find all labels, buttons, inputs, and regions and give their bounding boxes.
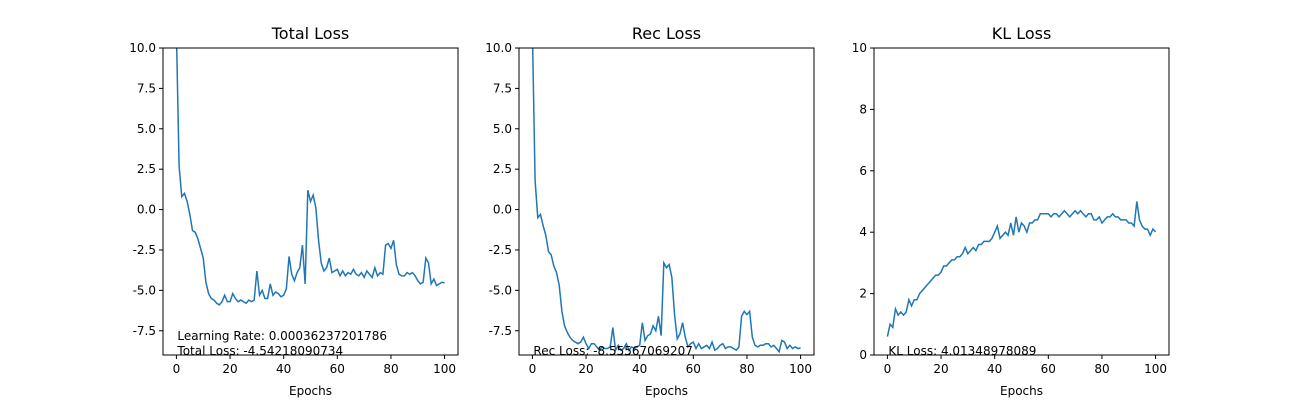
- x-tick-label: 0: [529, 362, 537, 376]
- y-tick-label: 10.0: [485, 41, 512, 55]
- data-line: [531, 48, 801, 354]
- annotation: Rec Loss: -8.55567069207: [533, 344, 693, 358]
- y-tick-label: -7.5: [133, 324, 156, 338]
- y-tick-label: -2.5: [133, 243, 156, 257]
- x-axis-label: Epochs: [289, 384, 332, 398]
- x-axis-label: Epochs: [645, 384, 688, 398]
- x-tick-label: 80: [739, 362, 754, 376]
- x-tick-label: 20: [578, 362, 593, 376]
- y-tick-label: 0.0: [493, 203, 512, 217]
- x-tick-label: 80: [383, 362, 398, 376]
- x-tick-label: 60: [1041, 362, 1056, 376]
- x-tick-label: 0: [173, 362, 181, 376]
- axes-frame: [162, 47, 459, 356]
- x-tick-label: 80: [1094, 362, 1109, 376]
- x-tick-label: 60: [686, 362, 701, 376]
- x-axis-label: Epochs: [1000, 384, 1043, 398]
- y-tick-label: 5.0: [137, 122, 156, 136]
- y-tick-label: 4: [859, 225, 867, 239]
- y-tick-label: 7.5: [137, 81, 156, 95]
- chart-title: KL Loss: [992, 24, 1052, 43]
- x-tick-label: 100: [433, 362, 456, 376]
- y-tick-label: -5.0: [133, 283, 156, 297]
- y-tick-label: 2.5: [493, 162, 512, 176]
- data-line: [886, 201, 1157, 337]
- subplot: 0 20 40 60 80 100 -7.5 -5.0 -2.5 0.0 2.5 5.0 7.5 10.0…: [485, 24, 815, 398]
- x-tick-label: 60: [330, 362, 345, 376]
- x-tick-label: 0: [884, 362, 892, 376]
- chart-title: Rec Loss: [632, 24, 701, 43]
- x-tick-label: 100: [789, 362, 812, 376]
- y-tick-label: -7.5: [489, 324, 512, 338]
- y-tick-label: 7.5: [493, 81, 512, 95]
- annotation: KL Loss: 4.01348978089: [888, 344, 1036, 358]
- axes-frame: [873, 47, 1170, 356]
- y-tick-label: 5.0: [493, 122, 512, 136]
- x-tick-label: 100: [1144, 362, 1167, 376]
- x-tick-label: 40: [632, 362, 647, 376]
- y-tick-label: 2: [859, 287, 867, 301]
- x-tick-label: 20: [222, 362, 237, 376]
- y-tick-label: 10: [852, 41, 867, 55]
- chart-title: Total Loss: [271, 24, 350, 43]
- y-tick-label: 6: [859, 164, 867, 178]
- y-tick-label: 8: [859, 102, 867, 116]
- y-tick-label: -2.5: [489, 243, 512, 257]
- axes-frame: [518, 47, 815, 356]
- annotation: Total Loss: -4.54218090734: [176, 344, 343, 358]
- x-tick-label: 40: [276, 362, 291, 376]
- y-tick-label: 2.5: [137, 162, 156, 176]
- y-tick-label: 0: [859, 348, 867, 362]
- y-tick-label: -5.0: [489, 283, 512, 297]
- y-tick-label: 10.0: [129, 41, 156, 55]
- x-tick-label: 40: [987, 362, 1002, 376]
- y-tick-label: 0.0: [137, 203, 156, 217]
- subplot: 0 20 40 60 80 100 -7.5 -5.0 -2.5 0.0 2.5 5.0 7.5 10.0…: [129, 24, 459, 398]
- x-tick-label: 20: [933, 362, 948, 376]
- annotation: Learning Rate: 0.00036237201786: [177, 329, 387, 343]
- subplot: 0 20 40 60 80 100 0 2 4 6 8 10 KL Loss Epochs KL Loss:…: [852, 24, 1170, 398]
- data-line: [175, 48, 445, 306]
